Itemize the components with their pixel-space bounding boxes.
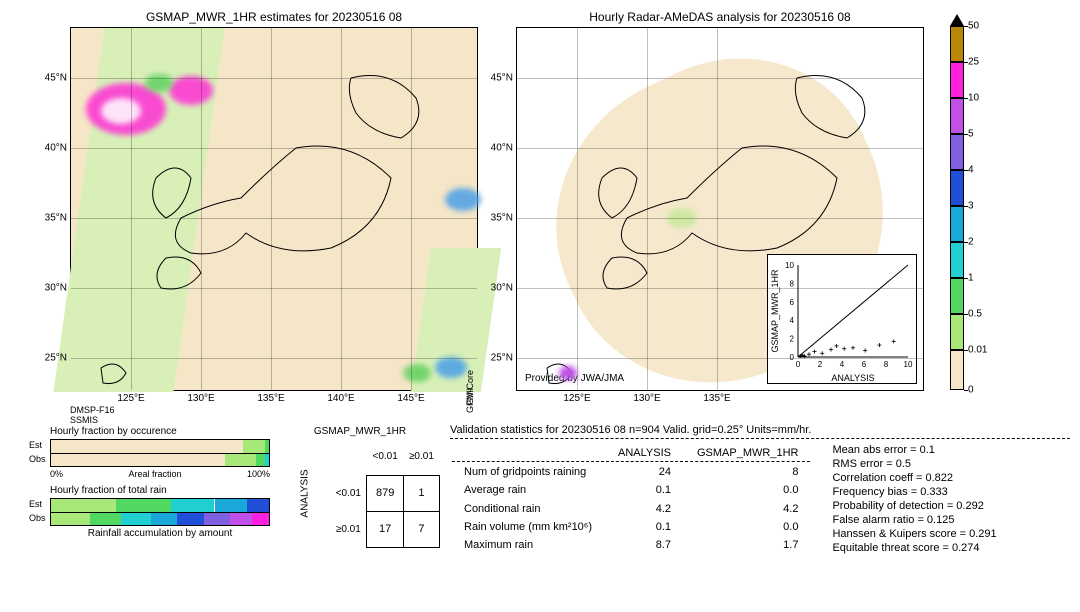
left-map-panel: GSMAP_MWR_1HR estimates for 20230516 08 … (70, 10, 478, 406)
obs-label-2: Obs (29, 513, 46, 523)
right-map-title: Hourly Radar-AMeDAS analysis for 2023051… (516, 10, 924, 24)
right-map-panel: Hourly Radar-AMeDAS analysis for 2023051… (516, 10, 924, 406)
cont-row-hdr-0: <0.01 (330, 475, 367, 511)
occurrence-axis: 0% Areal fraction 100% (50, 469, 270, 479)
rainfall-caption: Rainfall accumulation by amount (50, 528, 270, 539)
cont-col-title: GSMAP_MWR_1HR (280, 424, 440, 439)
top-row: GSMAP_MWR_1HR estimates for 20230516 08 … (10, 10, 1070, 406)
left-map-title: GSMAP_MWR_1HR estimates for 20230516 08 (70, 10, 478, 24)
axis-0: 0% (50, 469, 63, 479)
totalrain-title: Hourly fraction of total rain (50, 485, 270, 496)
bottom-row: Hourly fraction by occurence Est Obs 0% … (10, 424, 1070, 555)
cont-col-hdr-0: <0.01 (367, 439, 403, 475)
colorbar-arrow-icon (950, 14, 964, 26)
cont-row-hdr-spacer (330, 439, 367, 475)
cont-row-hdr-1: ≥0.01 (330, 511, 367, 547)
contingency-table: GSMAP_MWR_1HR ANALYSIS <0.01 ≥0.01 <0.01… (280, 424, 440, 555)
stats-table: ANALYSISGSMAP_MWR_1HRNum of gridpoints r… (450, 443, 812, 555)
occurrence-bars: Est Obs (50, 439, 270, 467)
cont-cell-10: 17 (367, 511, 403, 547)
stats-title: Validation statistics for 20230516 08 n=… (450, 424, 1070, 439)
occurrence-title: Hourly fraction by occurence (50, 426, 270, 437)
totalrain-bars: Est Obs (50, 498, 270, 526)
stats-metrics: Mean abs error = 0.1RMS error = 0.5Corre… (832, 443, 996, 555)
axis-100: 100% (247, 469, 270, 479)
est-label: Est (29, 440, 42, 450)
est-label-2: Est (29, 499, 42, 509)
cont-cell-00: 879 (367, 475, 403, 511)
stats-column: Validation statistics for 20230516 08 n=… (450, 424, 1070, 555)
cont-row-title: ANALYSIS (300, 469, 311, 517)
cont-cell-11: 7 (403, 511, 439, 547)
cont-table: ANALYSIS <0.01 ≥0.01 <0.01 879 1 ≥0.01 1… (280, 439, 440, 548)
colorbar: 502510543210.50.010 (950, 26, 976, 406)
bars-column: Hourly fraction by occurence Est Obs 0% … (50, 424, 270, 555)
axis-mid: Areal fraction (128, 469, 181, 479)
sat-label-dmsp: DMSP-F16 (70, 405, 115, 415)
obs-label: Obs (29, 454, 46, 464)
cont-col-hdr-1: ≥0.01 (403, 439, 439, 475)
stats-flex: ANALYSISGSMAP_MWR_1HRNum of gridpoints r… (450, 443, 1070, 555)
right-map: Provided by JWA/JMA 00224466881010ANALYS… (516, 27, 924, 391)
sat-label-ssmis: SSMIS (70, 415, 98, 425)
cont-cell-01: 1 (403, 475, 439, 511)
left-map: 45°N40°N35°N30°N25°N125°E130°E135°E140°E… (70, 27, 478, 391)
